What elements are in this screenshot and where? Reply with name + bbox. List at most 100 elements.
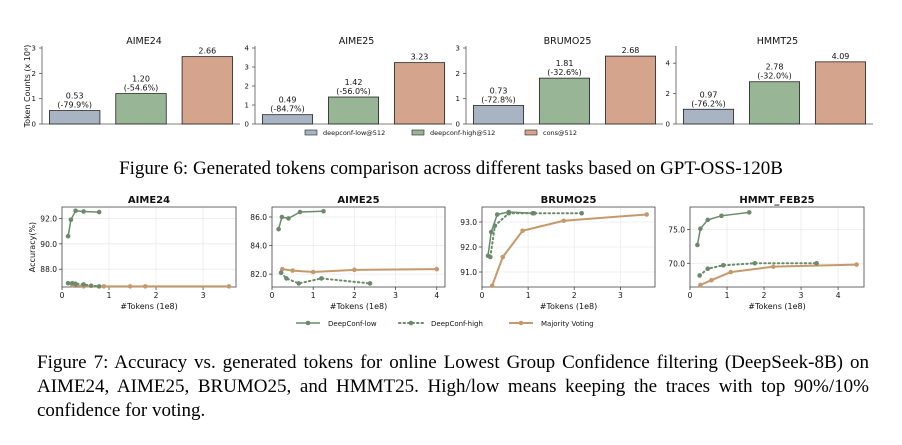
bar <box>538 77 591 125</box>
data-point <box>506 209 512 215</box>
x-tick-label: 3 <box>393 291 398 300</box>
x-tick-label: 1 <box>107 291 112 300</box>
bar-percent-label: (-79.9%) <box>57 101 92 110</box>
data-point <box>721 263 726 268</box>
y-tick-label: 91.0 <box>460 268 477 277</box>
y-axis-label: Token Counts (x 10⁸) <box>23 45 32 129</box>
y-tick-label: 75.0 <box>668 225 685 234</box>
data-point <box>485 253 491 259</box>
x-axis-label: #Tokens (1e8) <box>330 302 388 311</box>
data-point <box>500 254 506 260</box>
y-tick-label: 92.0 <box>460 243 477 252</box>
chart-title: AIME25 <box>337 195 379 206</box>
bar-value-label: 1.20 <box>132 75 150 84</box>
y-tick-label: 3 <box>245 64 249 72</box>
bar-percent-label: (-32.6%) <box>547 68 582 77</box>
bar-value-label: 0.97 <box>700 90 718 99</box>
legend-marker <box>408 320 414 326</box>
bar-percent-label: (-84.7%) <box>270 105 305 114</box>
bar-percent-label: (-32.0%) <box>757 72 792 81</box>
plot-frame <box>271 206 446 288</box>
data-point <box>520 228 525 234</box>
x-tick-label: 0 <box>480 291 485 300</box>
bar <box>472 105 525 125</box>
bar <box>682 108 735 125</box>
chart-title: AIME24 <box>128 195 170 206</box>
legend-swatch <box>304 129 318 136</box>
bar-value-label: 0.53 <box>66 92 84 101</box>
data-point <box>752 260 758 266</box>
figure6-caption: Figure 6: Generated tokens comparison ac… <box>119 158 783 179</box>
chart-title: AIME25 <box>339 36 375 47</box>
bar-value-label: 2.68 <box>622 46 640 55</box>
legend-label: DeepConf-low <box>328 320 377 328</box>
data-point <box>88 283 94 289</box>
data-point <box>705 217 711 223</box>
x-tick-label: 4 <box>434 291 439 300</box>
data-point <box>278 270 284 276</box>
data-point <box>705 266 711 271</box>
x-tick-label: 3 <box>618 291 623 300</box>
x-tick-label: 2 <box>352 291 357 300</box>
chart-title: BRUMO25 <box>544 36 592 47</box>
data-point <box>352 267 357 273</box>
y-tick-label: 0 <box>32 121 36 129</box>
y-tick-label: 82.0 <box>250 270 267 279</box>
bar <box>604 55 657 125</box>
y-tick-label: 0 <box>456 121 460 129</box>
y-tick-label: 2 <box>245 83 249 91</box>
bar-percent-label: (-56.0%) <box>336 87 371 96</box>
y-tick-label: 0 <box>245 121 249 129</box>
x-axis-label: #Tokens (1e8) <box>748 302 806 311</box>
data-point <box>698 282 703 288</box>
chart-title: HMMT_FEB25 <box>739 195 814 206</box>
data-point <box>65 233 71 239</box>
data-point <box>709 277 714 283</box>
data-point <box>488 229 494 235</box>
bar-value-label: 2.66 <box>198 47 216 56</box>
bar <box>181 56 233 125</box>
data-point <box>494 212 500 217</box>
data-point <box>698 226 703 231</box>
chart-title: BRUMO25 <box>541 195 597 206</box>
x-axis-label: #Tokens (1e8) <box>120 302 178 311</box>
data-point <box>296 281 302 286</box>
y-tick-label: 2 <box>666 90 670 98</box>
data-point <box>719 213 724 219</box>
data-point <box>367 281 373 286</box>
x-tick-label: 0 <box>270 291 275 300</box>
y-tick-label: 3 <box>456 45 460 53</box>
data-point <box>728 269 734 275</box>
y-tick-label: 4 <box>666 60 671 68</box>
chart-title: HMMT25 <box>757 36 798 47</box>
y-tick-label: 70.0 <box>668 259 685 268</box>
legend-label: deepconf-low@512 <box>323 129 385 137</box>
y-tick-label: 1 <box>245 102 249 110</box>
bar <box>327 96 380 125</box>
data-point <box>226 284 232 289</box>
plot-frame <box>61 206 237 288</box>
series-line-deepconf-low <box>696 211 750 246</box>
x-tick-label: 3 <box>201 291 206 300</box>
data-point <box>695 242 700 248</box>
y-tick-label: 93.0 <box>460 218 477 227</box>
x-tick-label: 2 <box>572 291 577 300</box>
legend-label: DeepConf-high <box>431 320 483 328</box>
y-tick-label: 92.0 <box>40 214 57 223</box>
legend-swatch <box>524 129 538 136</box>
legend-marker <box>305 320 311 326</box>
y-tick-label: 4 <box>245 45 250 53</box>
data-point <box>96 209 102 215</box>
data-point <box>434 266 440 272</box>
bar <box>748 81 801 125</box>
data-point <box>814 260 819 266</box>
data-point <box>644 212 649 217</box>
y-tick-label: 90.0 <box>40 240 57 249</box>
y-tick-label: 86.0 <box>250 213 267 222</box>
legend-label: deepconf-high@512 <box>430 129 495 137</box>
data-point <box>770 264 776 269</box>
bar-percent-label: (-76.2%) <box>691 99 726 108</box>
y-tick-label: 0 <box>666 121 670 129</box>
x-tick-label: 2 <box>762 291 767 300</box>
data-point <box>746 210 752 215</box>
